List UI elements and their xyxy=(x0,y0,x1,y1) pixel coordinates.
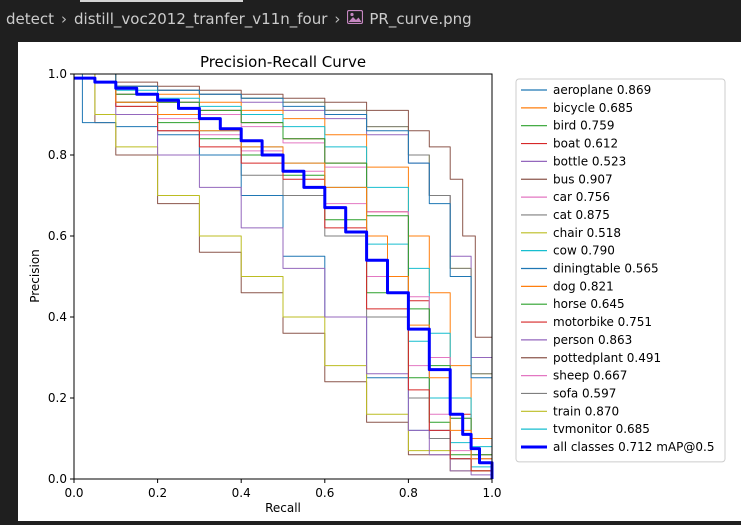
legend-label: tvmonitor 0.685 xyxy=(553,422,650,436)
legend-label: bus 0.907 xyxy=(553,172,613,186)
legend-label: train 0.870 xyxy=(553,404,619,418)
legend-label: motorbike 0.751 xyxy=(553,315,652,329)
legend-label: car 0.756 xyxy=(553,190,610,204)
breadcrumb: detect › distill_voc2012_tranfer_v11n_fo… xyxy=(0,0,741,38)
x-tick-label: 0.2 xyxy=(148,486,167,500)
legend-label: sofa 0.597 xyxy=(553,386,616,400)
legend-box xyxy=(515,78,726,463)
series-line-bottle xyxy=(74,73,493,479)
y-axis-label: Precision xyxy=(28,249,42,303)
y-tick-label: 0.6 xyxy=(48,229,67,243)
x-axis-label: Recall xyxy=(265,501,301,515)
image-canvas: Precision-Recall Curve Recall Precision … xyxy=(18,42,741,521)
legend-label: diningtable 0.565 xyxy=(553,262,659,276)
series-line-chair xyxy=(74,73,493,479)
image-file-icon xyxy=(347,9,364,28)
x-tick-label: 0.8 xyxy=(399,486,418,500)
x-tick-label: 0.6 xyxy=(315,486,334,500)
series-line-aeroplane xyxy=(74,73,493,479)
legend-label: horse 0.645 xyxy=(553,297,625,311)
series-line-boat xyxy=(74,73,493,479)
legend-label: bird 0.759 xyxy=(553,119,614,133)
y-tick-label: 1.0 xyxy=(48,67,67,81)
legend-label: sheep 0.667 xyxy=(553,369,627,383)
series-line-bus xyxy=(74,73,493,479)
x-tick-label: 0.4 xyxy=(232,486,251,500)
legend-label: cat 0.875 xyxy=(553,208,610,222)
legend: aeroplane 0.869 bicycle 0.685 bird 0.759 bo… xyxy=(515,78,726,463)
legend-label: all classes 0.712 mAP@0.5 xyxy=(553,440,714,454)
breadcrumb-item-detect[interactable]: detect xyxy=(6,10,54,28)
legend-label: person 0.863 xyxy=(553,333,632,347)
chevron-right-icon: › xyxy=(61,10,67,28)
y-tick-label: 0.0 xyxy=(48,472,67,486)
legend-label: aeroplane 0.869 xyxy=(553,83,651,97)
series-lines xyxy=(74,73,494,479)
legend-label: chair 0.518 xyxy=(553,226,621,240)
breadcrumb-item-file[interactable]: PR_curve.png xyxy=(369,10,472,28)
y-tick-label: 0.8 xyxy=(48,148,67,162)
breadcrumb-item-folder[interactable]: distill_voc2012_tranfer_v11n_four xyxy=(74,10,328,28)
legend-label: cow 0.790 xyxy=(553,244,615,258)
chevron-right-icon: › xyxy=(334,10,341,28)
series-line-all-classes xyxy=(74,76,494,479)
y-tick-label: 0.4 xyxy=(48,310,67,324)
x-tick-label: 0.0 xyxy=(64,486,83,500)
x-tick-label: 1.0 xyxy=(482,486,501,500)
legend-label: bicycle 0.685 xyxy=(553,101,633,115)
pr-curve-chart: Precision-Recall Curve Recall Precision … xyxy=(28,53,726,515)
legend-label: dog 0.821 xyxy=(553,279,614,293)
axes: 0.0 0.2 0.4 0.6 0.8 1.0 0.0 0.2 0.4 0.6 0.8 1.0 xyxy=(48,67,502,500)
plot-frame xyxy=(73,73,493,480)
legend-label: boat 0.612 xyxy=(553,137,618,151)
active-tab-indicator xyxy=(80,0,243,2)
y-tick-label: 0.2 xyxy=(48,391,67,405)
legend-label: pottedplant 0.491 xyxy=(553,351,661,365)
chart-title: Precision-Recall Curve xyxy=(200,53,366,71)
legend-label: bottle 0.523 xyxy=(553,154,626,168)
